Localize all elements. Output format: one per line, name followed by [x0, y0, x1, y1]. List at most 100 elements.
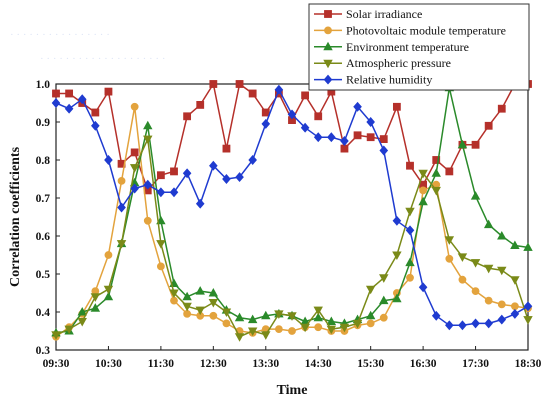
data-point-relative-humidity: [327, 132, 336, 143]
data-point-solar-irradiance: [222, 144, 231, 153]
series-relative-humidity: [51, 84, 533, 331]
data-point-photovoltaic-module-temperature: [510, 302, 519, 311]
data-point-environment-temperature: [234, 312, 245, 322]
legend-label: Atmospheric pressure: [346, 56, 451, 70]
data-point-atmospheric-pressure: [129, 164, 140, 173]
x-axis-title: Time: [277, 383, 308, 398]
data-point-photovoltaic-module-temperature: [379, 313, 388, 322]
data-point-relative-humidity: [143, 179, 153, 190]
data-point-relative-humidity: [300, 122, 310, 133]
data-point-environment-temperature: [195, 286, 205, 295]
y-tick-label: 0.7: [36, 193, 51, 205]
data-point-photovoltaic-module-temperature: [288, 327, 296, 335]
data-point-solar-irradiance: [497, 104, 506, 113]
legend-label: Solar irradiance: [346, 7, 422, 21]
series-solar-irradiance: [52, 80, 532, 195]
x-tick-label: 17:30: [462, 358, 489, 370]
data-point-relative-humidity: [510, 308, 520, 319]
data-point-relative-humidity: [392, 215, 402, 226]
data-point-relative-humidity: [222, 174, 231, 184]
legend-marker: [323, 59, 333, 69]
data-point-solar-irradiance: [104, 87, 113, 96]
data-point-solar-irradiance: [235, 80, 244, 88]
data-point-relative-humidity: [497, 314, 507, 325]
data-point-atmospheric-pressure: [300, 323, 310, 333]
data-point-atmospheric-pressure: [287, 312, 297, 321]
data-point-photovoltaic-module-temperature: [445, 254, 454, 263]
data-point-atmospheric-pressure: [392, 251, 402, 261]
legend-item-environment-temperature: Environment temperature: [314, 40, 469, 54]
data-point-relative-humidity: [261, 118, 271, 129]
data-point-relative-humidity: [130, 183, 139, 194]
series-line-atmospheric-pressure: [55, 138, 529, 338]
data-point-atmospheric-pressure: [221, 308, 232, 318]
data-point-atmospheric-pressure: [234, 333, 245, 342]
data-point-relative-humidity: [353, 101, 362, 112]
data-point-atmospheric-pressure: [143, 135, 153, 145]
data-point-solar-irradiance: [65, 89, 74, 98]
x-tick-label: 11:30: [148, 358, 174, 370]
data-point-solar-irradiance: [196, 101, 205, 109]
data-point-solar-irradiance: [130, 148, 139, 157]
data-point-relative-humidity: [431, 310, 441, 321]
x-axis: 09:30 10:30 11:30 12:30 13:30 14:30 15:30 16:30…: [43, 346, 542, 370]
data-point-solar-irradiance: [156, 171, 165, 180]
y-tick-label: 0.8: [36, 155, 51, 167]
y-tick-label: 0.6: [36, 231, 51, 243]
y-axis: 0.3 0.4 0.5 0.6 0.7 0.8 0.9 1.0: [36, 79, 60, 357]
legend-marker: [323, 74, 333, 85]
data-point-atmospheric-pressure: [64, 325, 74, 335]
data-point-environment-temperature: [523, 242, 533, 251]
data-point-relative-humidity: [484, 318, 493, 329]
data-point-environment-temperature: [483, 219, 494, 229]
data-point-photovoltaic-module-temperature: [130, 102, 139, 111]
data-point-solar-irradiance: [209, 80, 218, 88]
data-point-environment-temperature: [405, 257, 415, 267]
data-point-atmospheric-pressure: [470, 259, 481, 268]
data-point-atmospheric-pressure: [116, 240, 127, 249]
data-point-relative-humidity: [117, 202, 126, 213]
data-point-solar-irradiance: [52, 89, 60, 98]
x-tick-label: 13:30: [252, 358, 279, 370]
data-point-environment-temperature: [418, 196, 428, 206]
data-point-photovoltaic-module-temperature: [170, 296, 178, 305]
x-tick-label: 16:30: [410, 358, 437, 370]
x-tick-label: 09:30: [43, 358, 70, 370]
data-point-atmospheric-pressure: [182, 302, 192, 312]
data-point-photovoltaic-module-temperature: [366, 319, 375, 328]
data-point-solar-irradiance: [366, 133, 375, 142]
data-point-solar-irradiance: [471, 140, 480, 149]
data-point-relative-humidity: [418, 282, 428, 293]
x-tick-label: 14:30: [305, 358, 332, 370]
data-point-environment-temperature: [510, 240, 520, 249]
data-point-environment-temperature: [90, 303, 101, 312]
data-point-solar-irradiance: [353, 131, 362, 140]
data-point-relative-humidity: [169, 187, 179, 198]
data-point-relative-humidity: [104, 155, 113, 165]
x-tick-label: 15:30: [357, 358, 384, 370]
data-point-relative-humidity: [405, 225, 415, 236]
y-tick-label: 0.5: [36, 269, 51, 281]
data-point-environment-temperature: [392, 293, 402, 303]
legend-label: Relative humidity: [346, 73, 432, 87]
data-point-atmospheric-pressure: [431, 186, 441, 196]
data-point-relative-humidity: [156, 187, 166, 198]
data-point-solar-irradiance: [170, 167, 178, 176]
data-point-environment-temperature: [470, 191, 481, 200]
x-tick-label: 18:30: [515, 358, 542, 370]
data-point-environment-temperature: [77, 306, 87, 316]
data-point-solar-irradiance: [445, 167, 454, 176]
data-point-relative-humidity: [182, 168, 192, 179]
legend-item-solar-irradiance: Solar irradiance: [314, 7, 422, 21]
data-point-relative-humidity: [445, 320, 454, 331]
data-point-relative-humidity: [51, 98, 61, 108]
legend-item-photovoltaic-module-temperature: Photovoltaic module temperature: [314, 23, 506, 37]
data-point-photovoltaic-module-temperature: [419, 186, 428, 195]
data-point-solar-irradiance: [314, 112, 323, 121]
data-point-solar-irradiance: [392, 102, 401, 111]
data-point-solar-irradiance: [406, 161, 414, 170]
data-point-relative-humidity: [287, 109, 297, 120]
data-point-atmospheric-pressure: [90, 293, 101, 302]
data-point-relative-humidity: [195, 198, 205, 209]
data-point-photovoltaic-module-temperature: [458, 275, 467, 284]
